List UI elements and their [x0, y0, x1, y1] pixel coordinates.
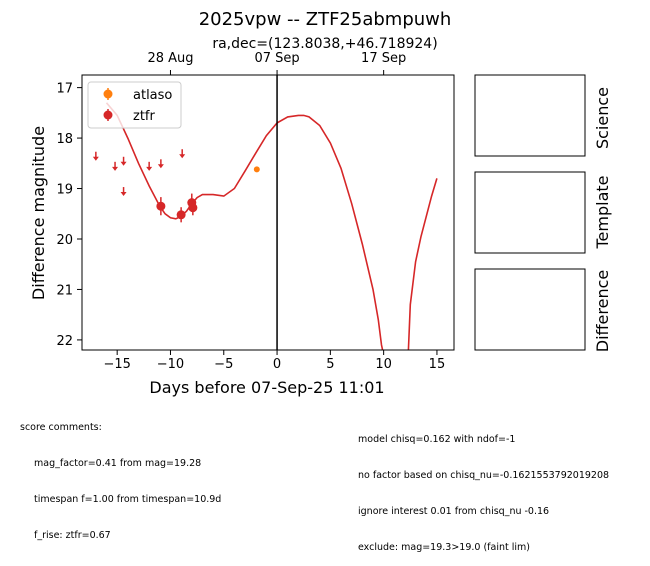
top-tick-label: 07 Sep	[254, 51, 299, 66]
science-label: Science	[593, 87, 612, 149]
model-curve-late	[407, 178, 438, 350]
score-comment-line: mag_factor=0.41 from mag=19.28	[34, 458, 202, 469]
difference-panel: Difference	[474, 268, 612, 352]
science-image-box	[474, 74, 586, 157]
x-tick-label: 0	[273, 357, 281, 372]
model-comment-line: model chisq=0.162 with ndof=-1	[358, 434, 516, 445]
template-image-box	[474, 171, 586, 254]
data-point	[156, 201, 166, 211]
model-comment-line: exclude: mag=19.3>19.0 (faint lim)	[358, 542, 530, 553]
legend-marker-ztfr	[103, 110, 113, 120]
top-tick-label: 28 Aug	[147, 51, 193, 66]
upper-limit-arrow	[146, 166, 153, 171]
upper-limit-arrow	[120, 192, 127, 197]
top-tick-label: 17 Sep	[361, 51, 406, 66]
difference-label: Difference	[593, 270, 612, 352]
y-tick-label: 17	[56, 82, 73, 97]
plot-frame	[81, 74, 455, 351]
model-comment-line: no factor based on chisq_nu=-0.162155379…	[358, 470, 610, 481]
y-tick-label: 19	[56, 183, 73, 198]
x-tick-label: 15	[429, 357, 446, 372]
upper-limit-arrow	[92, 156, 99, 161]
lightcurve-figure: 2025vpw -- ZTF25abmpuwh ra,dec=(123.8038…	[29, 9, 612, 397]
plot-area	[92, 75, 438, 350]
legend-entry-atlaso: atlaso	[103, 88, 172, 103]
x-tick-label: −10	[157, 357, 184, 372]
score-comments: score comments: mag_factor=0.41 from mag…	[20, 398, 221, 554]
x-axis: −15 −10 −5 0 5 10 15	[103, 350, 445, 372]
score-comment-line: f_rise: ztfr=0.67	[34, 530, 111, 541]
upper-limit-arrow	[179, 154, 186, 159]
upper-limit-arrow	[112, 166, 119, 171]
top-date-axis: 28 Aug 07 Sep 17 Sep	[147, 51, 406, 75]
score-comment-line: timespan f=1.00 from timespan=10.9d	[34, 494, 222, 505]
upper-limit-arrow	[157, 164, 164, 169]
y-tick-label: 20	[56, 233, 73, 248]
legend-label-ztfr: ztfr	[133, 109, 155, 124]
data-point	[176, 210, 186, 220]
difference-image-box	[474, 268, 586, 351]
y-tick-label: 18	[56, 132, 73, 147]
legend: atlaso ztfr	[87, 81, 182, 129]
model-comments: model chisq=0.162 with ndof=-1 no factor…	[358, 410, 609, 566]
model-curve	[105, 102, 384, 350]
y-tick-label: 21	[56, 283, 73, 298]
data-point	[188, 203, 198, 213]
figure-subtitle: ra,dec=(123.8038,+46.718924)	[212, 36, 437, 52]
x-tick-label: 10	[375, 357, 392, 372]
template-label: Template	[593, 175, 612, 249]
x-tick-label: −15	[103, 357, 130, 372]
data-point	[253, 166, 260, 173]
upper-limit-arrow	[120, 161, 127, 166]
y-tick-label: 22	[56, 334, 73, 349]
y-axis: 17 18 19 20 21 22	[56, 82, 82, 349]
legend-entry-ztfr: ztfr	[103, 109, 155, 124]
x-axis-label: Days before 07-Sep-25 11:01	[149, 378, 384, 397]
x-tick-label: 5	[326, 357, 334, 372]
legend-label-atlaso: atlaso	[133, 88, 172, 103]
template-panel: Template	[474, 171, 612, 254]
y-axis-label: Difference magnitude	[29, 126, 48, 300]
model-comment-line: ignore interest 0.01 from chisq_nu -0.16	[358, 506, 550, 517]
figure-title: 2025vpw -- ZTF25abmpuwh	[199, 9, 452, 30]
science-panel: Science	[474, 74, 612, 157]
x-tick-label: −5	[214, 357, 233, 372]
legend-marker-atlaso	[103, 89, 113, 99]
score-comments-heading: score comments:	[20, 422, 102, 433]
